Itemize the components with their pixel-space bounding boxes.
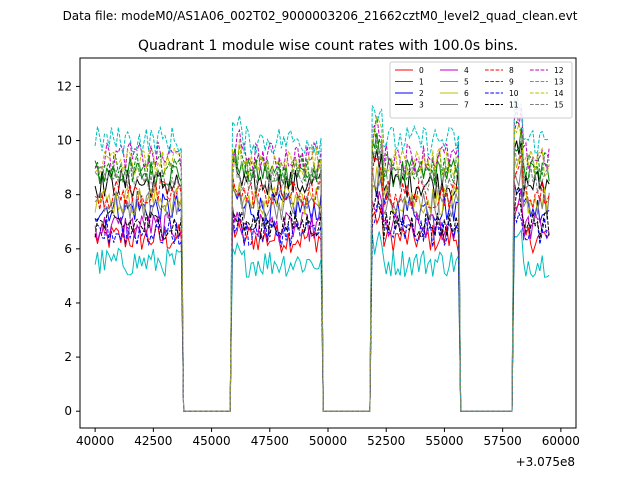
legend-label-12: 12 [554,66,564,75]
series-line-15 [94,136,550,412]
legend-label-6: 6 [464,89,469,98]
legend-label-15: 15 [554,101,564,110]
legend-label-10: 10 [509,89,519,98]
legend-label-1: 1 [419,78,424,87]
x-tick-label: 52500 [367,434,405,448]
y-axis-ticks: 0 2 4 6 8 10 12 [57,79,80,418]
legend-box [389,61,573,119]
x-tick-label: 60000 [542,434,580,448]
figure-suptitle: Data file: modeM0/AS1A06_002T02_90000032… [63,9,578,23]
y-tick-label: 0 [64,404,72,418]
legend-label-4: 4 [464,66,469,75]
x-tick-label: 57500 [484,434,522,448]
y-tick-label: 10 [57,134,72,148]
x-tick-label: 55000 [425,434,463,448]
legend-label-3: 3 [419,101,424,110]
chart-title: Quadrant 1 module wise count rates with … [138,38,518,54]
x-tick-label: 47500 [251,434,289,448]
y-tick-label: 6 [64,242,72,256]
y-tick-label: 8 [64,188,72,202]
legend-label-14: 14 [554,89,564,98]
y-tick-label: 12 [57,79,72,93]
plot-lines [94,91,550,412]
legend-label-11: 11 [509,101,519,110]
x-offset-label: +3.075e8 [516,455,575,469]
x-tick-label: 45000 [192,434,230,448]
legend-label-13: 13 [554,78,564,87]
x-tick-label: 42500 [134,434,172,448]
x-tick-label: 40000 [76,434,114,448]
legend-label-5: 5 [464,78,469,87]
y-tick-label: 2 [64,350,72,364]
plot-frame [79,57,577,429]
x-tick-label: 50000 [309,434,347,448]
x-axis-ticks: 40000 42500 45000 47500 50000 52500 55000 57500… [76,428,580,448]
legend-label-2: 2 [419,89,424,98]
legend-label-9: 9 [509,78,514,87]
legend-label-7: 7 [464,101,469,110]
y-tick-label: 4 [64,296,72,310]
legend-label-0: 0 [419,66,424,75]
legend-label-8: 8 [509,66,514,75]
